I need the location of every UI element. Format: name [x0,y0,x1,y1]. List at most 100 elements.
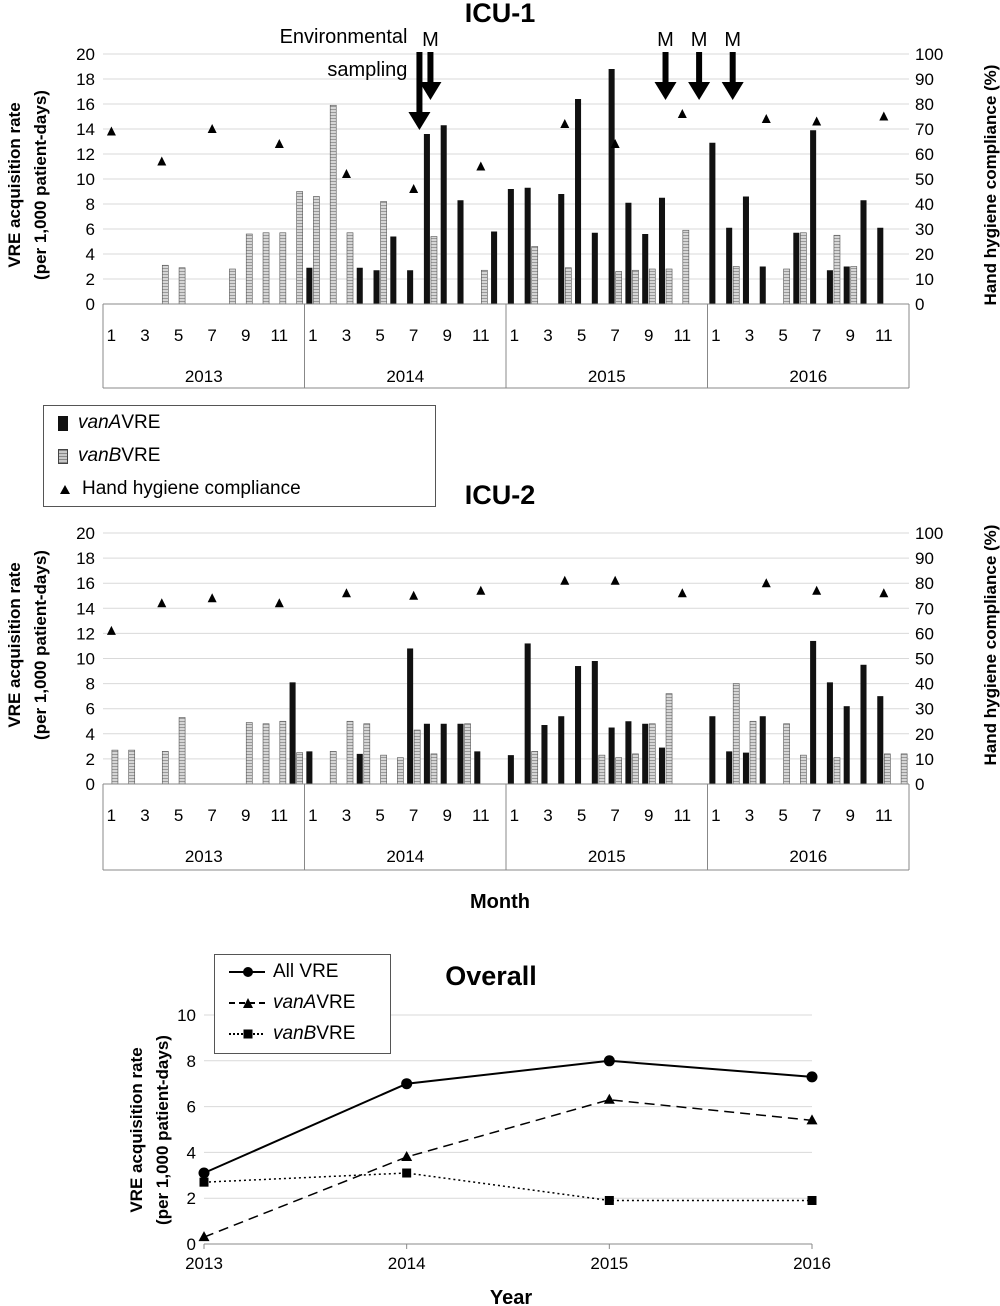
icu1-month-label: 3 [543,326,552,345]
icu1-bar-vana [793,232,800,304]
m-label: M [422,29,439,51]
overall-legend-vanb-rest: VRE [316,1023,356,1044]
icu1-bar-vanb [833,234,841,305]
overall-xtick: 2013 [185,1254,223,1273]
icu1-bar-vanb [245,233,253,305]
icu1-hh-point [157,156,167,166]
icu1-ytick-left: 10 [76,170,95,189]
icu1-bar-vanb [229,268,236,305]
icu2-bar-vana [658,747,666,784]
triangle-marker-icon [243,998,253,1008]
icu1-ytick-right: 90 [915,70,934,89]
icu2-ytick-left: 18 [76,549,95,568]
icu2-month-label: 7 [812,806,821,825]
icu2-hh-point [207,593,217,603]
icu1-bar-vanb [665,268,673,305]
icu2-ytick-right: 90 [915,549,934,568]
icu2-bar-vanb [648,723,656,785]
icu1-hh-point [610,139,620,148]
icu1-month-label: 9 [644,326,653,345]
icu1-bar-vana [440,125,447,304]
env-sampling-label-2: sampling [327,59,407,81]
overall-legend: All VRE vanA VRE vanB VRE [214,954,391,1054]
icu1-bar-vana [390,236,397,304]
icu1-ytick-right: 10 [915,270,934,289]
icu1-year-label: 2013 [185,367,223,386]
icu2-ytick-left: 0 [86,775,95,794]
icu1-bar-vanb [178,267,186,305]
icu1-bar-vanb [850,266,858,305]
icu1-bar-vanb [279,232,287,305]
icu2-bar-vanb [397,757,404,785]
icu2-ytick-left: 12 [76,624,95,643]
icu1-bar-vana [507,189,514,304]
icu2-bar-vana [558,716,565,784]
icu2-bar-vanb [732,683,740,785]
icu1-ytick-right: 80 [915,95,934,114]
icu1-hh-point [560,119,570,128]
icu2-chart: ICU-2 0 2 4 6 8 10 12 14 16 18 20 0 10 20 30 40 50 60 70 80… [5,480,1000,913]
icu2-bar-vana [440,723,447,784]
icu1-bar-vana [658,197,666,304]
overall-legend-all-text: All VRE [273,961,339,982]
icu1-year-label: 2016 [789,367,827,386]
icu2-bar-vana [507,755,514,784]
icu1-month-label: 1 [510,326,519,345]
icu2-ylabel-left-line1: VRE acquisition rate [5,562,24,727]
overall-ylabel-line1: VRE acquisition rate [127,1047,146,1212]
icu1-month-label: 3 [342,326,351,345]
overall-legend-vanb-italic: vanB [273,1023,317,1044]
icu2-ytick-left: 16 [76,574,95,593]
icu2-year-label: 2013 [185,847,223,866]
icu1-ytick-right: 40 [915,195,934,214]
icu2-month-label: 5 [174,806,183,825]
icu2-bar-vanb [884,753,891,785]
icu1-ytick-right: 30 [915,220,934,239]
icu1-ytick-right: 70 [915,120,934,139]
icu1-bar-vanb [481,269,488,305]
icu1-bar-vanb [380,201,387,305]
overall-legend-vanb: vanB VRE [215,1019,355,1049]
icu2-month-label: 3 [140,806,149,825]
icu1-bar-vanb [800,232,807,305]
icu1-ylabel-left-line1: VRE acquisition rate [5,102,24,267]
icu2-title: ICU-2 [465,480,536,510]
overall-legend-vana: vanA VRE [215,988,355,1018]
icu1-year-label: 2014 [386,367,424,386]
icu2-bar-vana [407,648,414,784]
icu2-bar-vanb [800,754,807,785]
icu2-ytick-left: 10 [76,650,95,669]
icu1-bar-vana [558,194,565,304]
icu2-ytick-left: 20 [76,524,95,543]
icu1-ytick-left: 0 [86,295,95,314]
icu1-hh-point [879,111,889,121]
icu1-ytick-left: 14 [76,120,95,139]
icu2-bar-vanb [111,749,119,785]
icu1-month-label: 1 [107,326,116,345]
icu1-ytick-left: 2 [86,270,95,289]
icu2-bar-vanb [531,751,539,785]
icu2-ytick-left: 6 [86,700,95,719]
icu1-ytick-left: 12 [76,145,95,164]
icu1-month-label: 7 [610,326,619,345]
icu1-bar-vana [306,267,313,304]
m-arrow-head [721,82,744,100]
overall-xtick: 2016 [793,1254,831,1273]
circle-marker-icon [243,967,253,977]
icu1-ylabel-right: Hand hygiene compliance (%) [981,65,1000,306]
icu2-bar-vana [860,664,867,784]
icu1-ytick-right: 20 [915,245,934,264]
icu2-bar-vana [457,723,464,784]
overall-ylabel-line2: (per 1,000 patient-days) [153,1035,172,1225]
icu2-bar-vana [826,682,833,784]
icu1-bar-vanb [531,246,539,305]
icu2-bar-vanb [833,757,841,785]
icu1-hh-point [274,139,284,148]
icu2-month-label: 1 [711,806,720,825]
icu1-month-label: 11 [270,326,288,345]
icu2-ytick-right: 10 [915,750,934,769]
icu2-month-label: 11 [270,806,288,825]
icu2-ytick-right: 60 [915,624,934,643]
icu1-chart: ICU-1 0 2 4 6 8 10 12 14 16 18 20 0 10 20 30 40 50 60 70 80… [5,0,1000,389]
icu1-bar-vanb [682,229,690,305]
